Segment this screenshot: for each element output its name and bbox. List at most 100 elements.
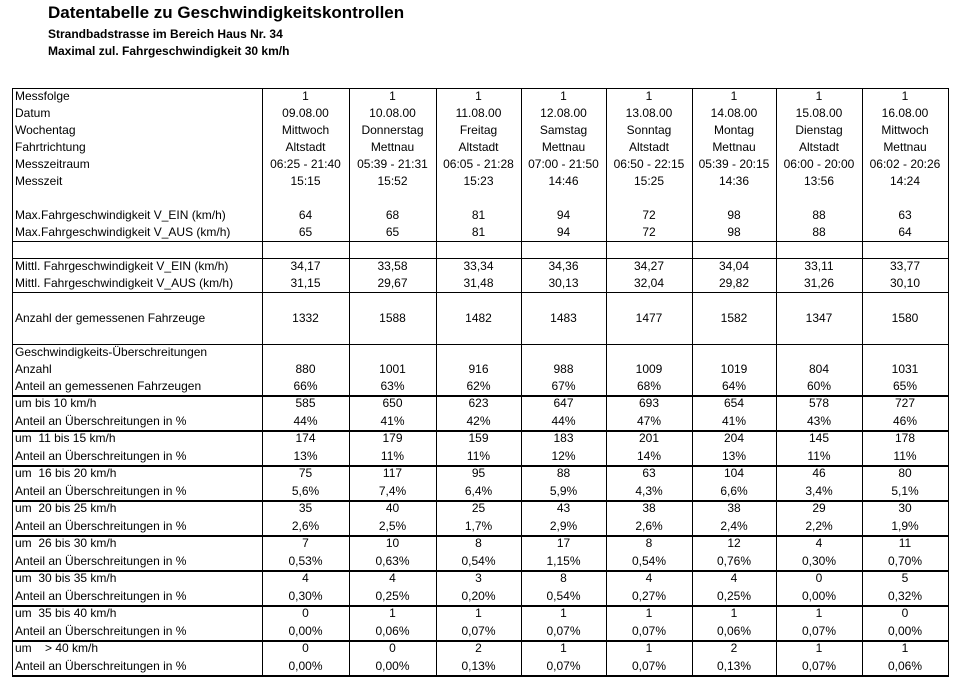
cell: 47%: [636, 413, 662, 428]
cell: 8: [475, 536, 482, 550]
cell: 0: [302, 641, 309, 655]
cell: 06:00 - 20:00: [783, 157, 855, 171]
cell: 0,25%: [375, 588, 410, 603]
cell: 29,82: [718, 276, 750, 290]
row-border: [12, 241, 949, 242]
cell: 4: [389, 571, 396, 585]
cell: 46%: [892, 413, 918, 428]
cell: 12.08.00: [540, 106, 587, 120]
cell: 117: [382, 466, 403, 480]
cell: 40: [385, 501, 400, 515]
cell: 0,07%: [631, 658, 667, 673]
row-label: um 30 bis 35 km/h: [15, 571, 117, 585]
cell: 2,9%: [549, 518, 578, 533]
row-label: Anzahl: [15, 362, 52, 376]
cell: 34,27: [633, 259, 665, 273]
cell: 0: [901, 606, 909, 620]
cell: 0,13%: [716, 658, 752, 673]
cell: 30: [898, 501, 912, 515]
cell: 17: [556, 536, 571, 550]
cell: Freitag: [459, 123, 498, 137]
cell: 650: [382, 396, 403, 410]
cell: 25: [471, 501, 486, 515]
cell: 3,4%: [805, 483, 833, 498]
cell: 0,00%: [887, 623, 923, 638]
cell: 06:02 - 20:26: [869, 157, 941, 171]
cell: 1588: [379, 311, 406, 325]
cell: 43: [556, 501, 571, 515]
cell: 0: [389, 641, 396, 655]
row-border: [12, 465, 949, 467]
cell: 1: [815, 606, 823, 620]
cell: 0,20%: [461, 588, 496, 603]
cell: 33,58: [377, 259, 408, 273]
cell: 38: [727, 501, 741, 515]
cell: 804: [808, 362, 830, 376]
cell: 1483: [550, 311, 577, 325]
row-border: [12, 292, 949, 293]
column-border: [862, 88, 863, 677]
cell: 174: [295, 431, 316, 445]
row-border: [12, 640, 949, 642]
cell: 64%: [721, 379, 747, 393]
cell: 43%: [806, 413, 832, 428]
cell: Montag: [713, 123, 755, 137]
cell: 880: [295, 362, 316, 376]
cell: 159: [468, 431, 489, 445]
row-border: [12, 344, 949, 345]
cell: 60%: [806, 379, 832, 393]
cell: 95: [471, 466, 486, 480]
cell: 67%: [551, 379, 576, 393]
cell: 0,06%: [375, 623, 410, 638]
cell: 34,36: [548, 259, 579, 273]
cell: 916: [468, 362, 489, 376]
row-label: Wochentag: [15, 123, 76, 137]
cell: Mittwoch: [281, 123, 330, 137]
cell: 98: [727, 225, 741, 239]
cell: 1: [645, 641, 653, 655]
cell: 2,6%: [635, 518, 663, 533]
cell: 31,48: [463, 276, 494, 290]
cell: 0,07%: [461, 623, 496, 638]
cell: 0,06%: [716, 623, 752, 638]
cell: Mettnau: [370, 140, 415, 154]
cell: 66%: [293, 379, 318, 393]
cell: 88: [556, 466, 571, 480]
row-label: Anteil an gemessenen Fahrzeugen: [15, 379, 202, 393]
cell: 16.08.00: [881, 106, 929, 120]
cell: 63%: [380, 379, 405, 393]
row-label: Anteil an Überschreitungen in %: [15, 413, 187, 428]
cell: 15:23: [463, 174, 494, 188]
cell: 1: [389, 606, 396, 620]
row-label: Anteil an Überschreitungen in %: [15, 658, 187, 673]
cell: 11%: [893, 448, 917, 463]
cell: 13:56: [803, 174, 835, 188]
cell: 63: [898, 208, 912, 222]
cell: 07:00 - 21:50: [528, 157, 599, 171]
cell: 11%: [380, 448, 405, 463]
cell: 29,67: [377, 276, 408, 290]
cell: Mettnau: [883, 140, 927, 154]
cell: 0,06%: [887, 658, 923, 673]
cell: Samstag: [539, 123, 588, 137]
cell: 2,6%: [291, 518, 320, 533]
cell: Altstadt: [628, 140, 670, 154]
cell: 14%: [636, 448, 662, 463]
row-label: Anteil an Überschreitungen in %: [15, 518, 187, 533]
cell: 5,6%: [291, 483, 320, 498]
cell: 81: [471, 208, 486, 222]
cell: Mettnau: [541, 140, 586, 154]
row-label: Anteil an Überschreitungen in %: [15, 553, 187, 568]
row-label: um 16 bis 20 km/h: [15, 466, 117, 480]
cell: 80: [898, 466, 912, 480]
cell: 1: [730, 89, 738, 103]
row-label: Messzeit: [15, 174, 63, 188]
subtitle: Strandbadstrasse im Bereich Haus Nr. 34: [48, 27, 283, 41]
row-border: [12, 88, 949, 89]
cell: 104: [723, 466, 745, 480]
cell: 4: [730, 571, 738, 585]
cell: 15:15: [290, 174, 321, 188]
cell: 0,76%: [716, 553, 752, 568]
cell: 647: [553, 396, 574, 410]
